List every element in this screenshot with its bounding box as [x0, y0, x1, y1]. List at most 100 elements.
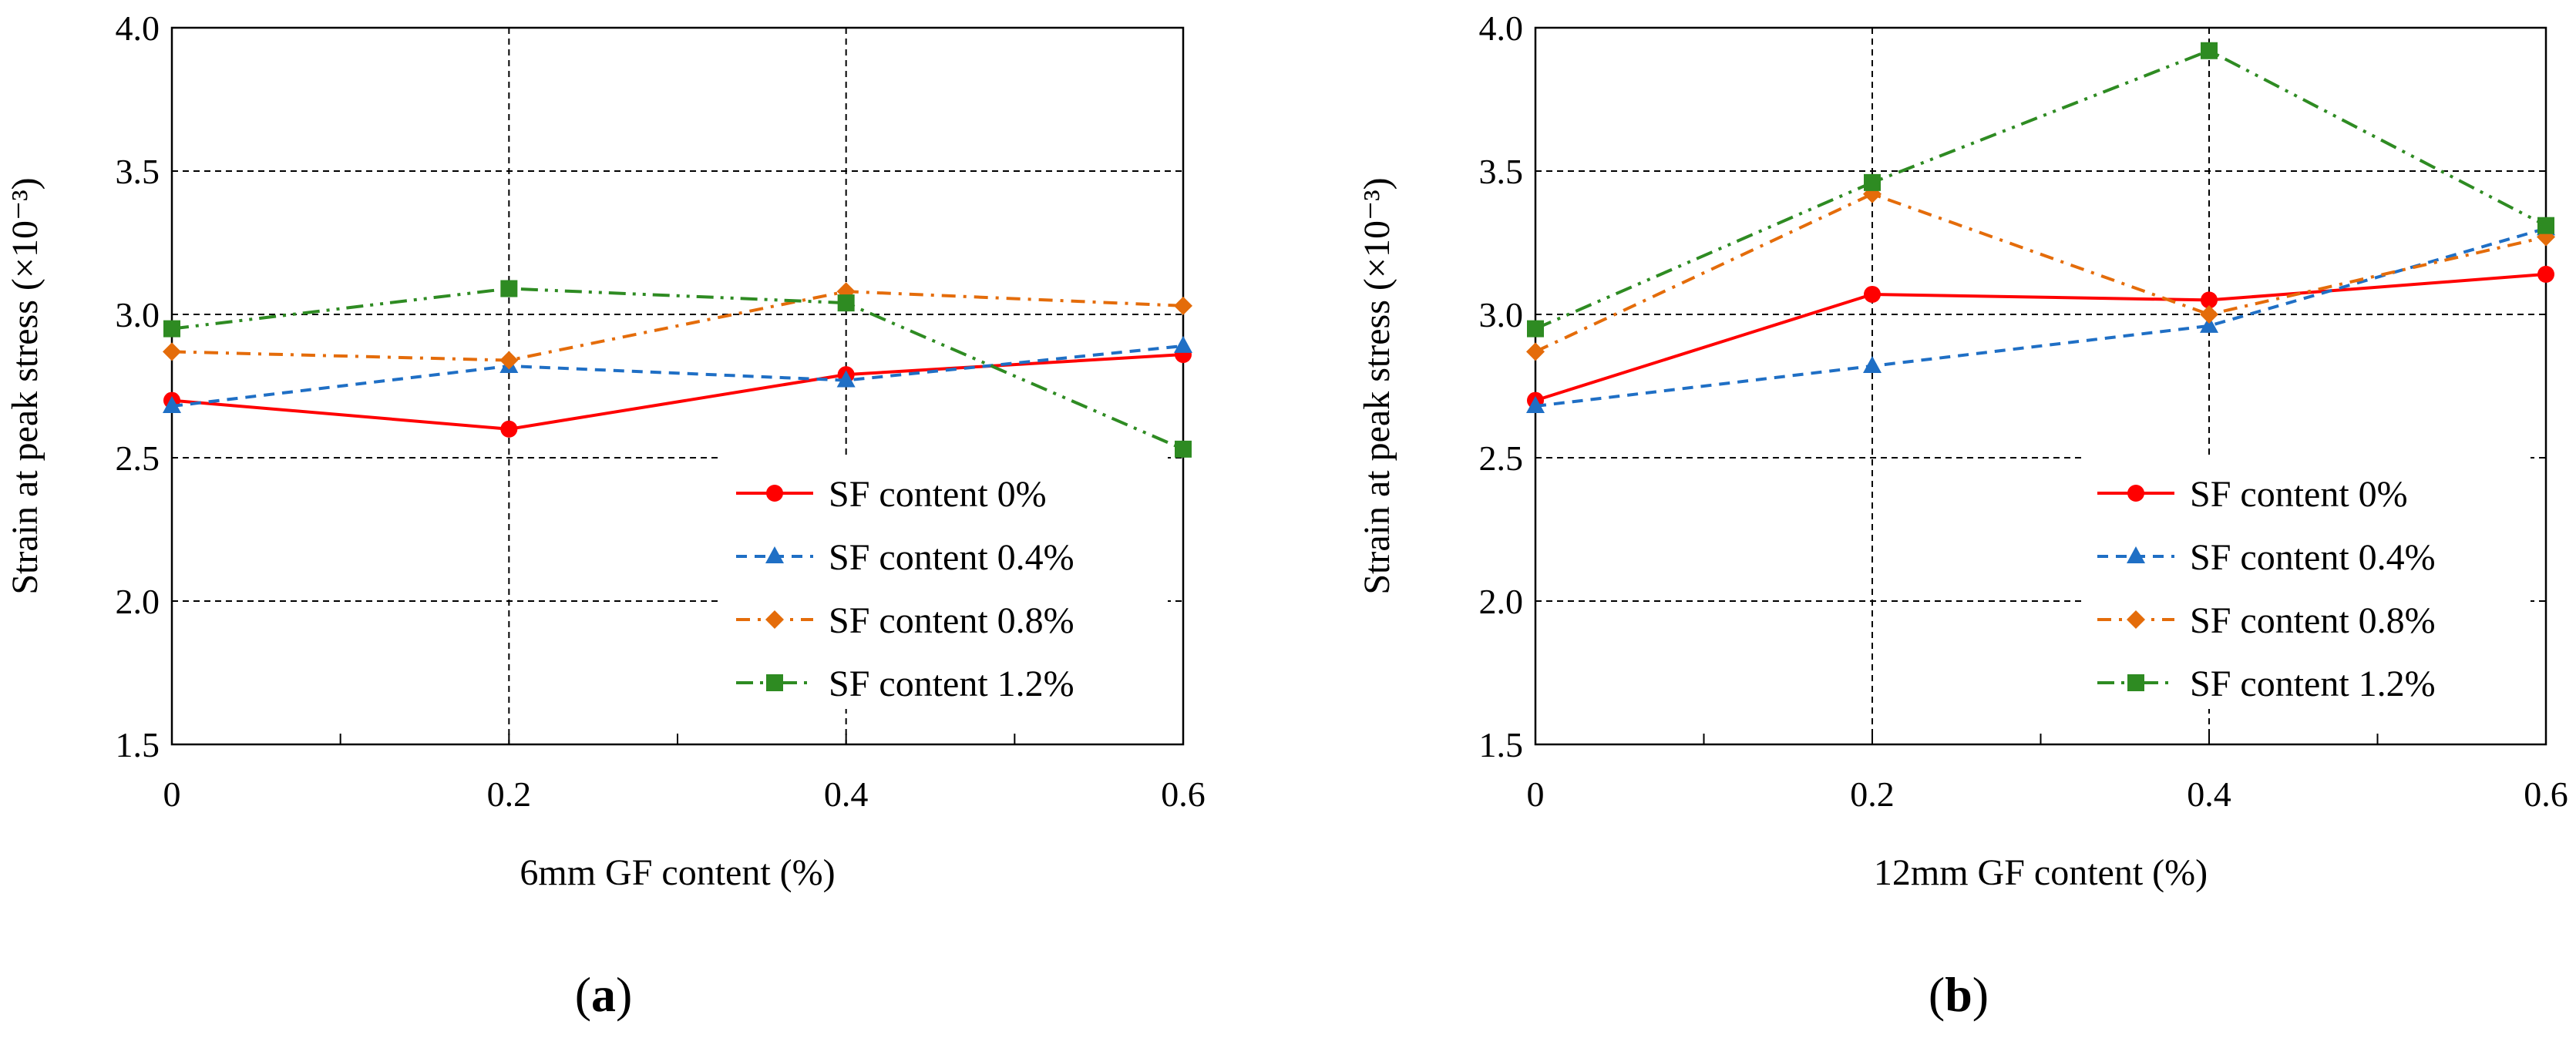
series-line: [171, 353, 1184, 431]
y-tick-labels: 1.5 2.0 2.5 3.0 3.5 4.0: [1479, 8, 1524, 764]
panel-label-close: ): [1972, 967, 1989, 1022]
data-point: [163, 320, 180, 338]
series-3: [1527, 42, 2554, 338]
y-tick-labels: 1.5 2.0 2.5 3.0 3.5 4.0: [116, 8, 160, 764]
chart-panel-b: 1.5 2.0 2.5 3.0 3.5 4.0 0 0.2 0.4 0.6 12mm GF cont…: [1288, 0, 2576, 1038]
axes: [1534, 26, 2547, 746]
legend-label: SF content 0.8%: [2190, 600, 2436, 641]
data-point: [1174, 335, 1192, 353]
data-point: [1174, 296, 1192, 315]
y-tick-label: 3.5: [1479, 152, 1524, 191]
y-axis-label: Strain at peak stress (×10⁻³): [1357, 177, 1397, 594]
series-line: [1535, 227, 2547, 408]
legend-marker: [765, 610, 784, 629]
legend-marker: [2127, 674, 2144, 691]
y-tick-label: 2.5: [1479, 438, 1524, 478]
chart-a-svg: 1.5 2.0 2.5 3.0 3.5 4.0 0 0.2 0.4 0.6 6mm GF conte…: [5, 8, 1206, 1022]
legend-marker: [2127, 610, 2145, 629]
data-point: [1175, 440, 1192, 458]
legend: SF content 0% SF content 0.4% SF content 0…: [2082, 455, 2531, 709]
x-tick-label: 0: [1527, 774, 1545, 814]
data-point: [500, 420, 518, 438]
x-tick-label: 0.2: [1850, 774, 1895, 814]
legend-marker: [2127, 485, 2144, 502]
x-tick-label: 0.6: [1161, 774, 1206, 814]
data-point: [1527, 320, 1544, 338]
legend-marker: [765, 546, 784, 563]
y-tick-label: 3.0: [116, 295, 160, 334]
y-tick-label: 4.0: [116, 8, 160, 48]
series-2: [163, 282, 1192, 370]
legend-marker: [766, 674, 783, 691]
x-tick-label: 0.4: [824, 774, 869, 814]
axes: [170, 26, 1185, 746]
data-point: [1863, 355, 1882, 373]
x-axis-label: 6mm GF content (%): [520, 852, 835, 893]
x-tick-label: 0.4: [2187, 774, 2231, 814]
y-tick-label: 1.5: [1479, 725, 1524, 764]
legend-label: SF content 0.8%: [829, 600, 1074, 641]
data-point: [2201, 42, 2218, 59]
data-point: [163, 342, 181, 361]
data-point: [837, 294, 855, 312]
series-line: [171, 290, 1184, 362]
x-tick-labels: 0 0.2 0.4 0.6: [1527, 774, 2568, 814]
data-point: [499, 351, 519, 370]
legend-label: SF content 0.4%: [2190, 537, 2436, 578]
data-point: [1864, 285, 1881, 303]
series-line: [1535, 49, 2547, 331]
y-tick-label: 1.5: [116, 725, 160, 764]
legend-box: [721, 455, 1168, 709]
series-0: [1527, 265, 2554, 409]
panel-label-open: (: [575, 967, 591, 1022]
y-tick-label: 4.0: [1479, 8, 1524, 48]
legend-marker: [2127, 546, 2145, 563]
x-tick-label: 0.2: [487, 774, 532, 814]
x-tick-label: 0.6: [2524, 774, 2568, 814]
series-0: [163, 346, 1192, 438]
data-point: [500, 280, 518, 297]
legend-label: SF content 0%: [829, 474, 1047, 515]
data-point: [2200, 305, 2218, 324]
panel-label-letter: a: [591, 967, 616, 1022]
legend-label: SF content 1.2%: [2190, 663, 2436, 704]
legend-label: SF content 0%: [2190, 474, 2408, 515]
legend-label: SF content 0.4%: [829, 537, 1074, 578]
data-point: [1526, 396, 1545, 414]
x-axis-label: 12mm GF content (%): [1874, 852, 2208, 893]
data-point: [163, 396, 181, 414]
y-axis-label: Strain at peak stress (×10⁻³): [5, 177, 45, 594]
chart-panel-a: 1.5 2.0 2.5 3.0 3.5 4.0 0 0.2 0.4 0.6 6mm GF conte…: [5, 8, 1206, 1022]
data-point: [1864, 173, 1881, 191]
series-2: [1526, 184, 2555, 361]
chart-b-svg: 1.5 2.0 2.5 3.0 3.5 4.0 0 0.2 0.4 0.6 12mm GF cont…: [1357, 8, 2568, 1022]
y-tick-label: 2.5: [116, 438, 160, 478]
series-line: [171, 344, 1184, 408]
data-point: [2201, 291, 2218, 309]
series-3: [163, 280, 1192, 458]
data-point: [2537, 217, 2554, 234]
legend-marker: [766, 485, 783, 502]
series-line: [171, 287, 1184, 451]
panel-label-letter: b: [1945, 967, 1972, 1022]
y-tick-label: 3.5: [116, 152, 160, 191]
legend: SF content 0% SF content 0.4% SF content 0…: [721, 455, 1168, 709]
data-point: [2200, 315, 2218, 333]
y-tick-label: 3.0: [1479, 295, 1524, 334]
legend-box: [2082, 455, 2531, 709]
panel-label-open: (: [1929, 967, 1945, 1022]
panel-label: (a): [575, 967, 633, 1022]
series-line: [1535, 192, 2547, 354]
legend-label: SF content 1.2%: [829, 663, 1074, 704]
panel-label: (b): [1929, 967, 1989, 1022]
data-point: [2537, 265, 2554, 283]
data-point: [836, 370, 856, 388]
y-tick-label: 2.0: [116, 582, 160, 621]
x-tick-label: 0: [163, 774, 181, 814]
data-point: [1526, 342, 1545, 361]
x-tick-labels: 0 0.2 0.4 0.6: [163, 774, 1206, 814]
panel-label-close: ): [616, 967, 632, 1022]
y-tick-label: 2.0: [1479, 582, 1524, 621]
series-line: [1535, 272, 2547, 402]
series-1: [1526, 218, 2555, 414]
